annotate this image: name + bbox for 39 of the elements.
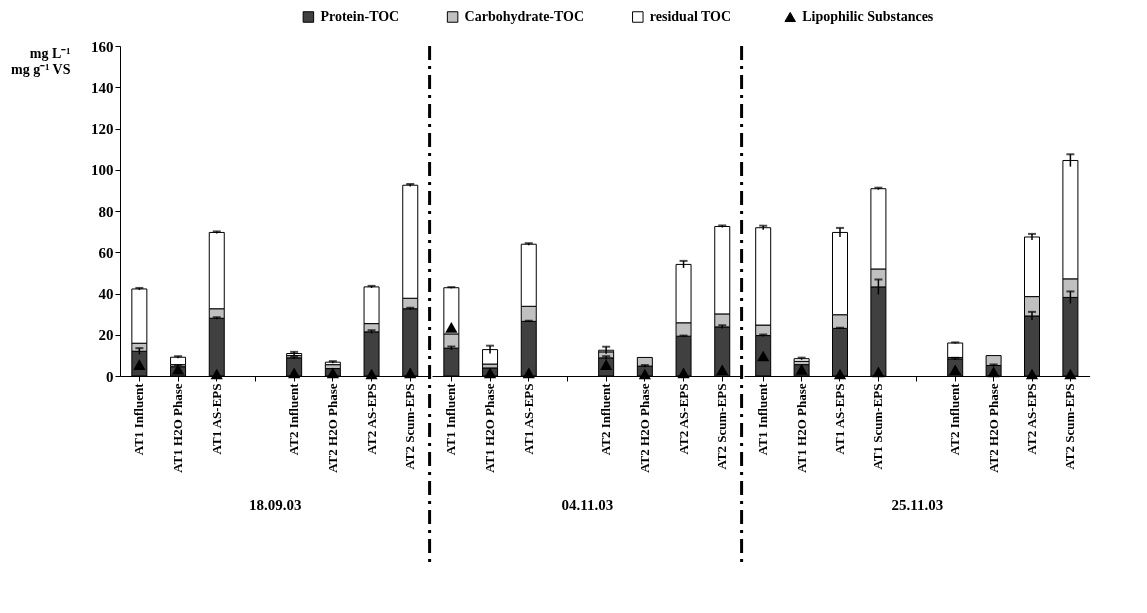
legend-label: Lipophilic Substances <box>802 9 934 24</box>
x-tick-label: AT1 Influent <box>755 382 771 456</box>
x-axis-title: 18.09.03 <box>249 496 302 513</box>
x-tick-label: AT2 H2O Phase <box>636 383 652 473</box>
x-axis-title: 04.11.03 <box>561 496 614 513</box>
x-tick-label: AT2 H2O Phase <box>985 383 1001 473</box>
x-tick-label: AT2 AS-EPS <box>1024 383 1039 455</box>
x-tick-label: AT1 Influent <box>131 382 147 456</box>
legend-label: residual TOC <box>649 9 732 24</box>
x-axis-title: 25.11.03 <box>891 496 944 513</box>
legend-label: Protein-TOC <box>320 9 400 24</box>
y-tick-label: 100 <box>91 162 114 179</box>
x-tick-label: AT2 H2O Phase <box>324 383 340 473</box>
y-tick-label: 140 <box>91 79 114 96</box>
x-tick-label: AT1 H2O Phase <box>482 383 498 473</box>
legend-label: Carbohydrate-TOC <box>464 9 585 24</box>
x-tick-label: AT1 Scum-EPS <box>870 383 886 470</box>
x-tick-label: AT1 H2O Phase <box>793 383 809 473</box>
y-axis-title: mg L⁻¹ mg g⁻¹ VS <box>10 45 71 77</box>
x-tick-label: AT2 AS-EPS <box>363 383 379 455</box>
x-tick-label: AT2 Scum-EPS <box>402 383 418 470</box>
x-tick-label: AT1 Influent <box>443 382 459 456</box>
x-tick-label: AT2 Influent <box>286 382 302 456</box>
y-tick-label: 80 <box>98 203 114 220</box>
y-tick-label: 0 <box>106 368 114 385</box>
x-tick-label: AT2 Scum-EPS <box>1062 383 1078 470</box>
y-tick-label: 120 <box>91 121 114 137</box>
x-tick-label: AT1 AS-EPS <box>520 383 536 455</box>
x-tick-label: AT2 Influent <box>947 382 963 456</box>
y-tick-label: 60 <box>98 244 114 261</box>
y-tick-label: 160 <box>91 38 114 55</box>
x-tick-label: AT2 Scum-EPS <box>714 383 730 470</box>
x-tick-label: AT2 AS-EPS <box>675 383 691 455</box>
x-tick-label: AT1 AS-EPS <box>208 383 224 455</box>
y-tick-label: 40 <box>98 286 114 302</box>
x-tick-label: AT2 Influent <box>598 382 614 456</box>
y-tick-label: 20 <box>98 327 114 344</box>
x-tick-label: AT1 AS-EPS <box>832 383 847 455</box>
x-tick-label: AT1 H2O Phase <box>170 383 186 473</box>
